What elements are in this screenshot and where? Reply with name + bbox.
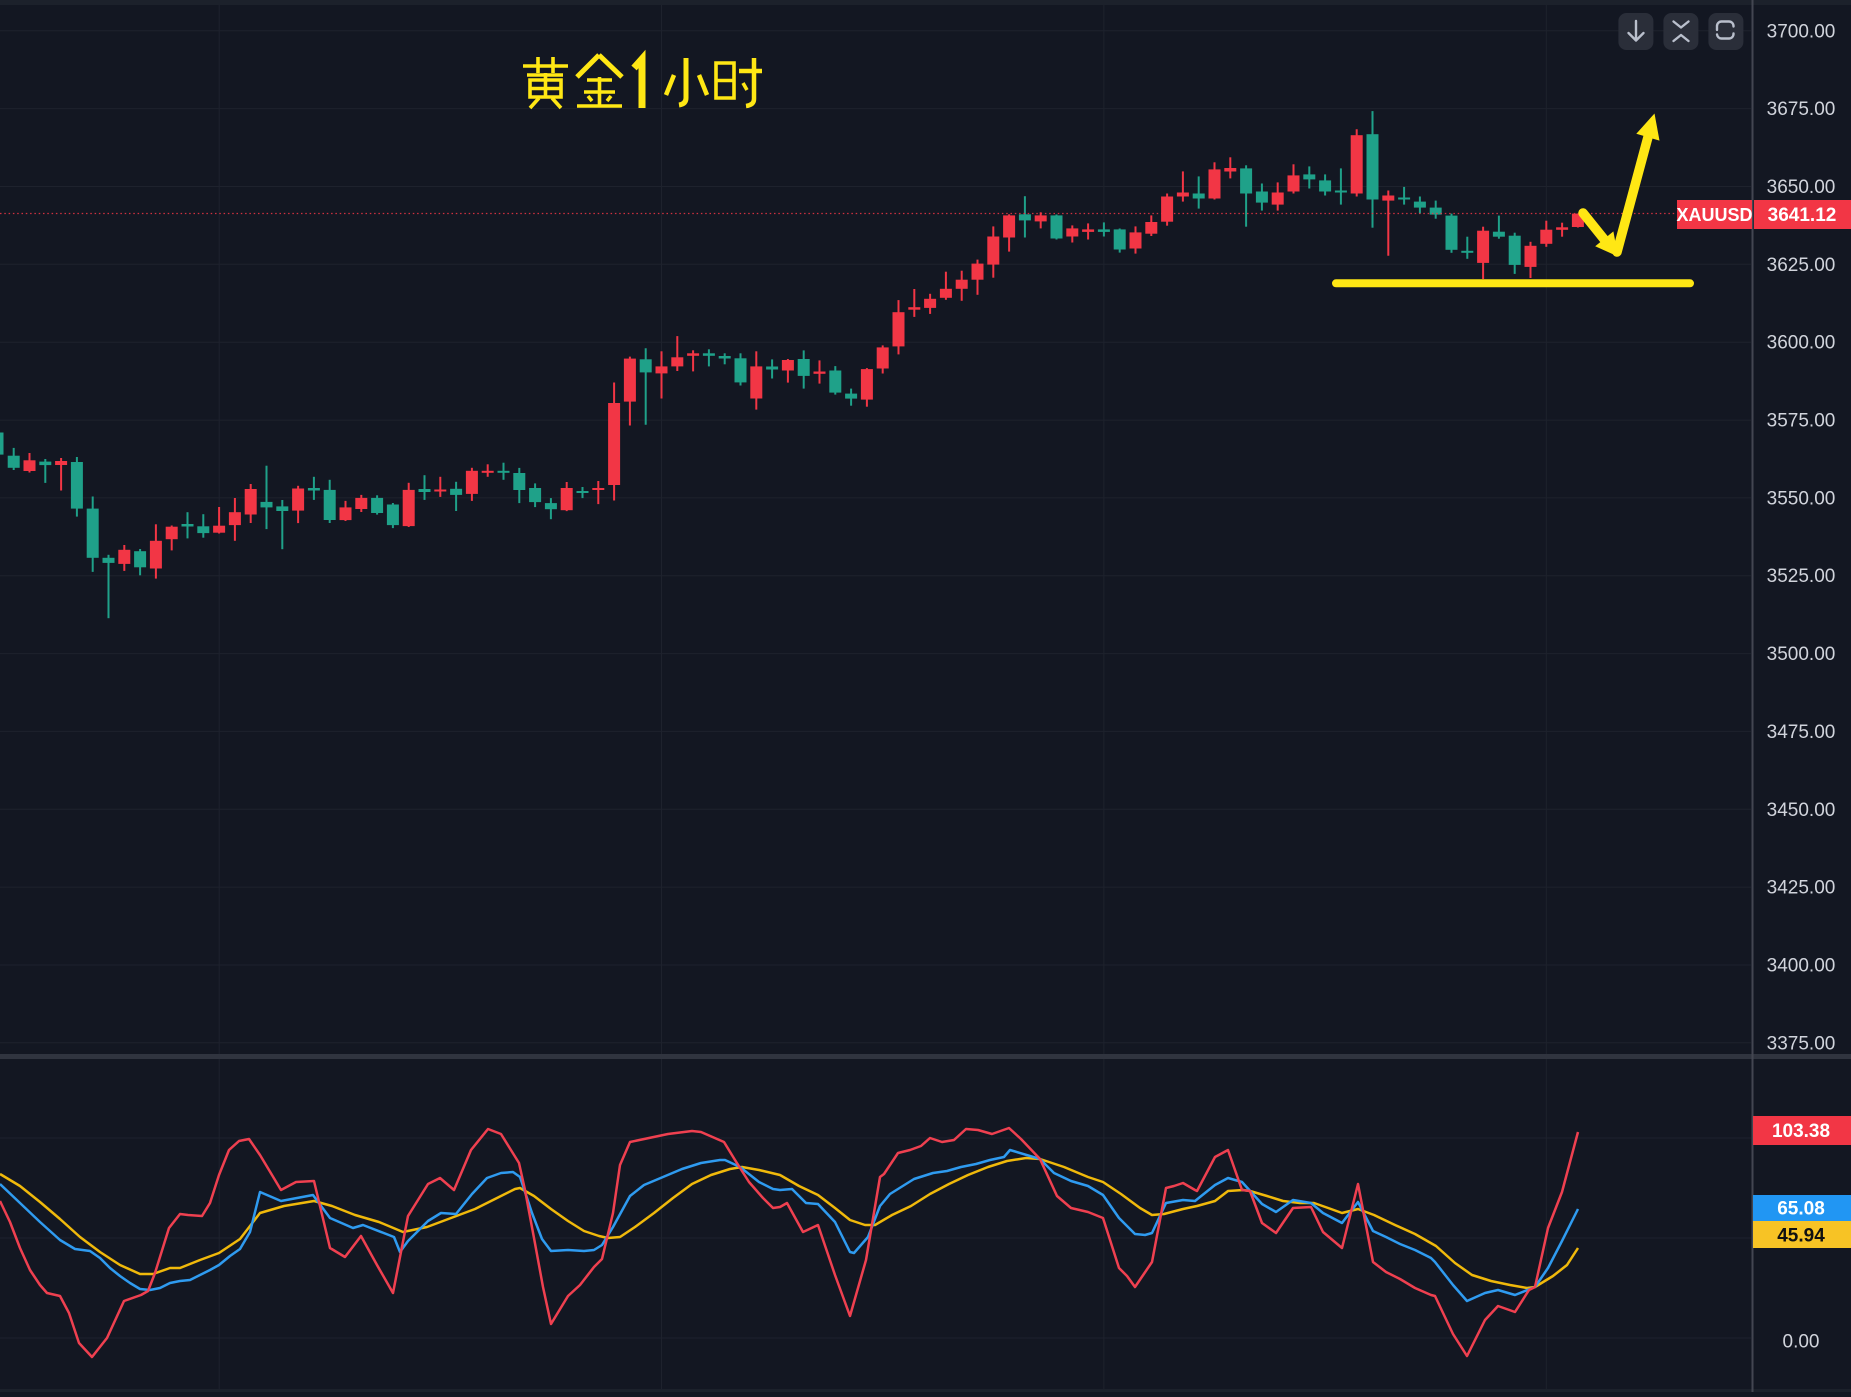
svg-text:103.38: 103.38 bbox=[1772, 1121, 1830, 1142]
svg-text:3625.00: 3625.00 bbox=[1767, 255, 1836, 276]
svg-text:3475.00: 3475.00 bbox=[1767, 722, 1836, 743]
svg-text:3675.00: 3675.00 bbox=[1767, 99, 1836, 120]
svg-text:3450.00: 3450.00 bbox=[1767, 800, 1836, 821]
svg-text:3650.00: 3650.00 bbox=[1767, 177, 1836, 198]
svg-text:0.00: 0.00 bbox=[1783, 1332, 1820, 1353]
svg-text:3400.00: 3400.00 bbox=[1767, 956, 1836, 977]
svg-text:3550.00: 3550.00 bbox=[1767, 488, 1836, 509]
svg-text:65.08: 65.08 bbox=[1777, 1199, 1825, 1220]
svg-text:3575.00: 3575.00 bbox=[1767, 411, 1836, 432]
svg-text:3600.00: 3600.00 bbox=[1767, 333, 1836, 354]
svg-text:3500.00: 3500.00 bbox=[1767, 644, 1836, 665]
svg-text:XAUUSD: XAUUSD bbox=[1676, 205, 1752, 225]
svg-text:3375.00: 3375.00 bbox=[1767, 1033, 1836, 1054]
svg-text:45.94: 45.94 bbox=[1777, 1226, 1825, 1247]
svg-text:3425.00: 3425.00 bbox=[1767, 878, 1836, 899]
svg-text:3700.00: 3700.00 bbox=[1767, 21, 1836, 42]
svg-text:3525.00: 3525.00 bbox=[1767, 566, 1836, 587]
svg-text:3641.12: 3641.12 bbox=[1768, 205, 1837, 226]
